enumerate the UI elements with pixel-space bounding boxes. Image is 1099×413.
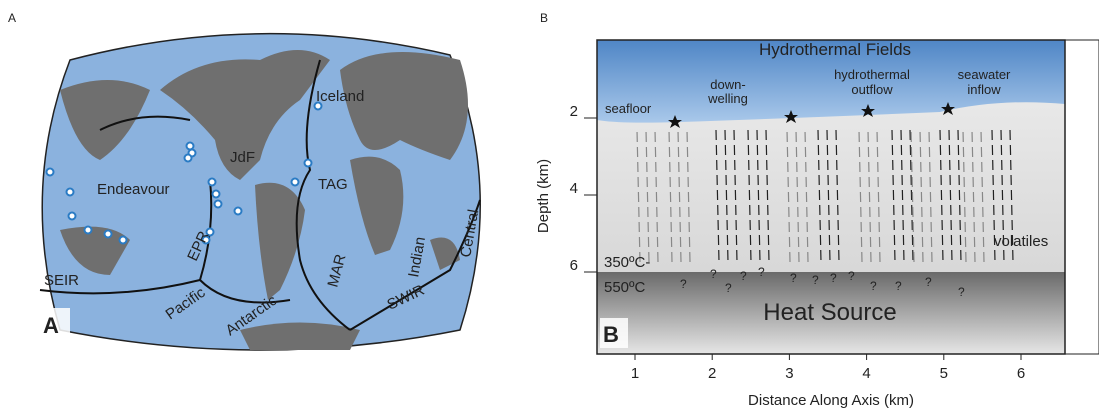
flow-arrows [636, 129, 1014, 263]
place-label: Iceland [316, 88, 364, 105]
y-axis-label: Depth (km) [535, 159, 552, 233]
flow-arrow [1009, 129, 1014, 263]
continents [60, 50, 468, 350]
place-label: SEIR [44, 272, 79, 289]
panel-label: A [8, 11, 16, 25]
question-mark: ? [710, 267, 717, 281]
x-tick-label: 3 [785, 365, 793, 382]
x-axis-label: Distance Along Axis (km) [748, 392, 914, 409]
flow-arrow [715, 129, 720, 263]
flow-arrow [991, 129, 996, 263]
question-mark: ? [725, 281, 732, 295]
flow-arrow [900, 129, 905, 263]
flow-arrow [733, 129, 738, 263]
flow-arrow [724, 129, 729, 263]
x-tick-label: 5 [940, 365, 948, 382]
annotation: down- [710, 77, 745, 92]
flow-arrow [645, 129, 650, 263]
question-mark: ? [812, 273, 819, 287]
place-label: Indian [405, 235, 429, 278]
flow-arrow [835, 129, 840, 263]
flow-arrow [867, 129, 872, 263]
flow-arrow [909, 129, 914, 263]
question-mark: ? [848, 269, 855, 283]
x-tick-label: 4 [862, 365, 870, 382]
x-tick-label: 2 [708, 365, 716, 382]
annotation: outflow [851, 82, 893, 97]
flow-arrow [636, 129, 641, 263]
flow-arrow [677, 129, 682, 263]
flow-arrow [654, 129, 659, 263]
question-mark: ? [870, 279, 877, 293]
question-mark: ? [925, 275, 932, 289]
plot-frame [596, 39, 1066, 355]
flow-arrow [939, 129, 944, 263]
flow-arrow [971, 129, 976, 263]
panel-label: B [540, 11, 548, 25]
annotation: Heat Source [763, 299, 896, 326]
annotation: 350ºC- [604, 254, 650, 271]
side-column [1064, 39, 1099, 355]
flow-arrow [957, 129, 962, 263]
flow-arrow [747, 129, 752, 263]
annotation: inflow [967, 82, 1001, 97]
place-label: TAG [318, 176, 348, 193]
flow-arrow [795, 129, 800, 263]
place-label: JdF [230, 149, 255, 166]
annotation: seafloor [605, 101, 652, 116]
annotation: 550ºC [604, 279, 646, 296]
vent-sites [45, 101, 323, 245]
y-tick-label: 6 [570, 257, 578, 274]
y-tick-label: 4 [570, 180, 578, 197]
vent-stars [668, 102, 955, 128]
flow-arrow [962, 129, 967, 263]
inset-label: A [43, 313, 59, 338]
flow-arrow [826, 129, 831, 263]
flow-arrow [686, 129, 691, 263]
annotation: hydrothermal [834, 67, 910, 82]
flow-arrow [817, 129, 822, 263]
flow-arrow [928, 129, 933, 263]
flow-arrow [891, 129, 896, 263]
question-mark: ? [740, 269, 747, 283]
annotation: seawater [958, 67, 1011, 82]
annotation: volatiles [994, 233, 1048, 250]
annotation: Hydrothermal Fields [759, 40, 911, 59]
question-mark: ? [958, 285, 965, 299]
flow-arrow [668, 129, 673, 263]
inset-label-bg [600, 318, 628, 348]
flow-arrow [910, 129, 915, 263]
flow-arrow [765, 129, 770, 263]
flow-arrow [858, 129, 863, 263]
flow-arrow [980, 129, 985, 263]
flow-arrow [919, 129, 924, 263]
x-tick-label: 6 [1017, 365, 1025, 382]
question-mark: ? [895, 279, 902, 293]
flow-arrow [1000, 129, 1005, 263]
annotation: welling [707, 91, 748, 106]
flow-arrow [786, 129, 791, 263]
y-tick-label: 2 [570, 103, 578, 120]
flow-arrow [948, 129, 953, 263]
question-mark: ? [758, 265, 765, 279]
flow-arrow [876, 129, 881, 263]
x-tick-label: 1 [631, 365, 639, 382]
inset-label: B [603, 322, 619, 347]
inset-label-bg [40, 308, 70, 338]
flow-arrow [804, 129, 809, 263]
panel-b: B Hydrothermal Fields down-welling hydroth… [535, 11, 1099, 409]
question-mark: ? [790, 271, 797, 285]
ridges [39, 59, 481, 331]
flow-arrow [756, 129, 761, 263]
heat-source [597, 272, 1065, 354]
question-mark: ? [830, 271, 837, 285]
place-label: Endeavour [97, 181, 170, 198]
question-mark: ? [680, 277, 687, 291]
